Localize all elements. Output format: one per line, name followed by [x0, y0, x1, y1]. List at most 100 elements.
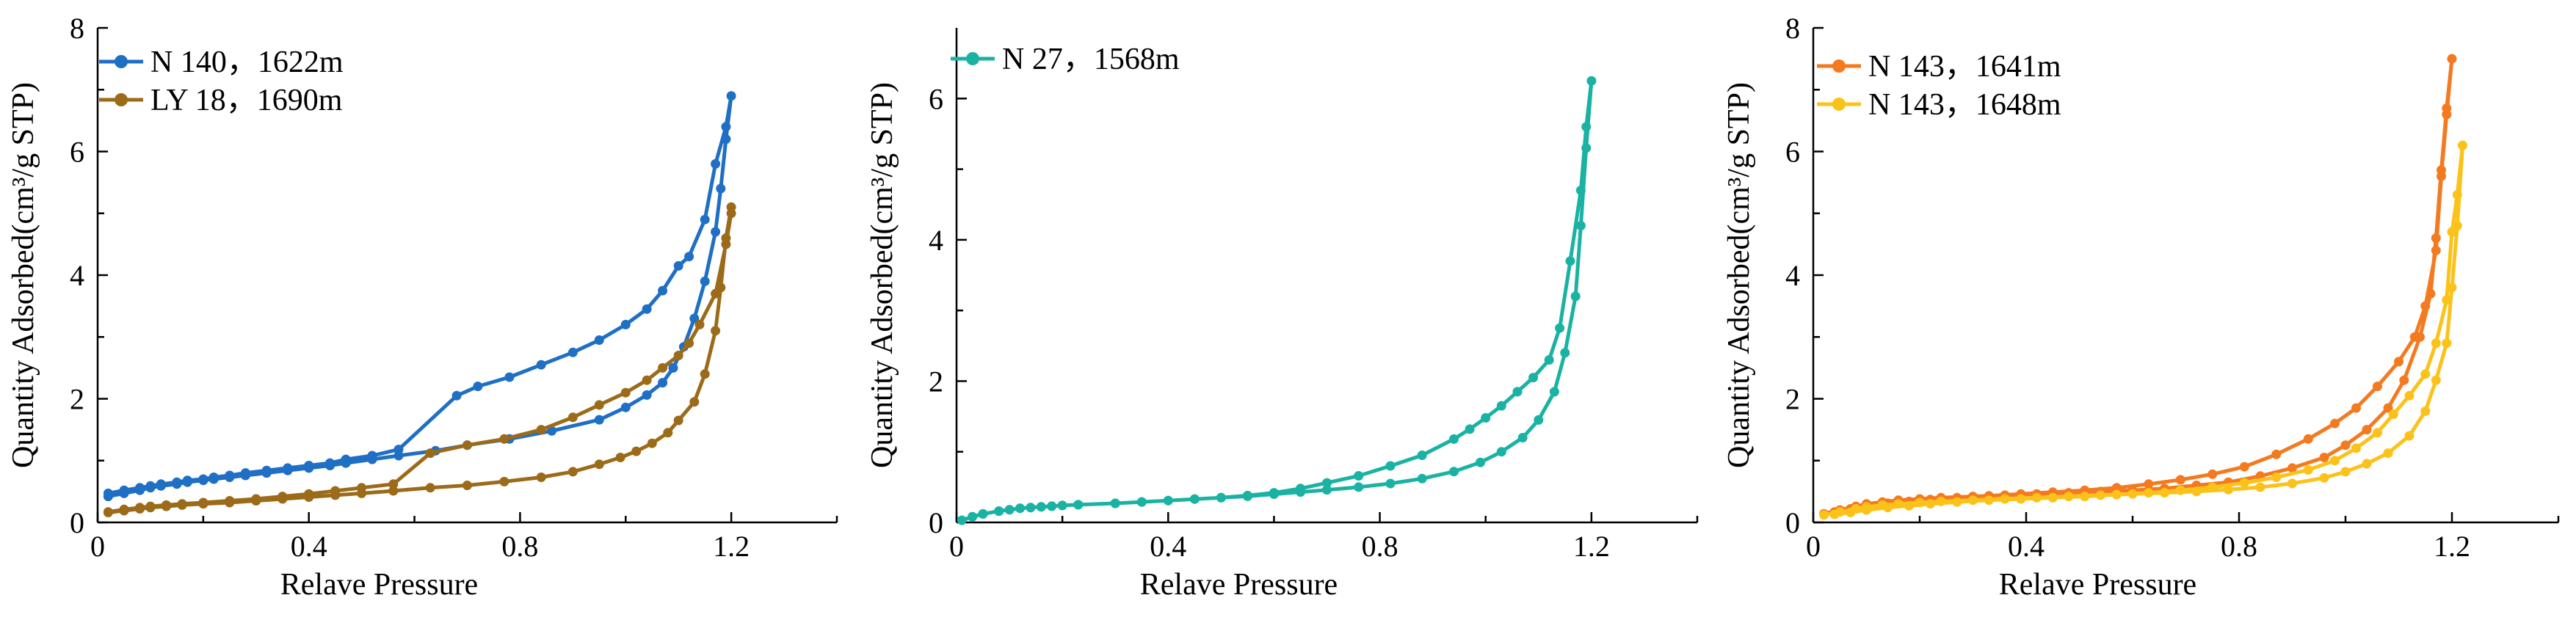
- data-point: [2303, 434, 2313, 444]
- data-point: [1846, 508, 1856, 517]
- data-point: [536, 425, 546, 435]
- data-point: [673, 415, 683, 426]
- data-point: [721, 134, 731, 145]
- data-point: [330, 486, 341, 496]
- data-point: [504, 372, 515, 382]
- legend: N 140，1622m LY 18，1690m: [99, 45, 344, 117]
- data-point: [2399, 375, 2409, 385]
- chart-panel-1: 0 0.4 0.8 1.2 0 2 4 6 8 Relave Pressure Quantity A…: [7, 12, 838, 602]
- data-point: [594, 400, 604, 410]
- data-point: [2420, 369, 2431, 379]
- data-point: [1915, 497, 1925, 508]
- data-point: [620, 387, 631, 398]
- data-point: [2207, 469, 2218, 479]
- y-tick-label: 6: [1785, 136, 1800, 169]
- data-point: [658, 378, 668, 388]
- data-point: [2394, 357, 2403, 367]
- data-point: [2064, 492, 2074, 502]
- data-point: [1073, 500, 1084, 510]
- data-point: [620, 402, 631, 412]
- x-tick-label: 1.2: [1573, 530, 1610, 563]
- x-tick-label: 0.8: [1362, 530, 1398, 563]
- data-point: [1481, 413, 1491, 423]
- data-point: [1968, 495, 1978, 506]
- y-tick-label: 2: [1785, 383, 1800, 416]
- data-point: [135, 483, 145, 493]
- data-point: [1385, 478, 1396, 489]
- data-point: [2426, 288, 2436, 299]
- data-point: [2404, 390, 2414, 401]
- data-point: [425, 448, 435, 459]
- data-point: [658, 362, 668, 373]
- data-point: [1026, 503, 1036, 513]
- data-point: [2458, 140, 2467, 150]
- data-point: [2127, 489, 2138, 499]
- data-point: [1047, 501, 1057, 511]
- y-tick-label: 4: [1785, 259, 1800, 292]
- x-tick-label: 0.8: [501, 530, 538, 563]
- data-point: [462, 440, 472, 451]
- data-point: [225, 496, 235, 506]
- data-point: [2420, 301, 2431, 311]
- data-point: [1189, 494, 1200, 504]
- data-point: [2144, 488, 2154, 498]
- data-point: [2442, 338, 2452, 349]
- data-point: [2207, 482, 2218, 492]
- data-point: [2032, 492, 2042, 503]
- data-point: [103, 507, 113, 517]
- data-point: [145, 481, 156, 491]
- data-point: [172, 477, 182, 487]
- x-tick-label: 1.2: [713, 530, 750, 563]
- data-point: [2111, 483, 2122, 493]
- chart-panel-2: 0 0.4 0.8 1.2 0 2 4 6 Relave Pressure Quantity Ad…: [866, 28, 1699, 602]
- data-point: [1476, 457, 1485, 467]
- data-point: [2239, 478, 2249, 488]
- data-point: [499, 476, 509, 486]
- data-point: [1449, 434, 1459, 444]
- data-point: [1322, 478, 1332, 488]
- y-tick-label: 4: [929, 224, 943, 257]
- data-point: [462, 481, 472, 490]
- data-point: [2000, 494, 2010, 504]
- data-point: [2096, 490, 2105, 500]
- y-tick-label: 2: [70, 383, 84, 416]
- data-point: [1534, 415, 1544, 425]
- data-point: [716, 183, 726, 194]
- x-tick-label: 0.4: [291, 530, 327, 563]
- data-point: [711, 158, 721, 169]
- data-point: [968, 511, 978, 522]
- y-tick-label: 2: [929, 365, 943, 398]
- data-point: [277, 492, 288, 502]
- data-point: [642, 390, 652, 400]
- data-point: [304, 489, 314, 499]
- data-point: [2442, 109, 2452, 120]
- data-point: [393, 445, 404, 455]
- data-point: [198, 497, 208, 508]
- data-point: [283, 463, 293, 473]
- data-point: [1354, 482, 1364, 492]
- data-point: [103, 488, 113, 498]
- data-point: [2080, 492, 2090, 502]
- data-point: [251, 494, 261, 504]
- data-point: [2383, 403, 2393, 413]
- data-point: [2447, 227, 2457, 237]
- data-point: [177, 499, 187, 509]
- series-1: [957, 76, 1597, 525]
- legend-swatch-marker: [1832, 98, 1846, 111]
- data-point: [367, 451, 377, 461]
- data-point: [1004, 505, 1015, 515]
- data-point: [2362, 459, 2372, 469]
- y-axis-title: Quantity Adsorbed(cm³/g STP): [1722, 82, 1756, 468]
- data-point: [2303, 464, 2313, 475]
- data-point: [1581, 143, 1592, 153]
- data-point: [2452, 221, 2462, 231]
- data-point: [2224, 484, 2233, 495]
- data-point: [156, 479, 166, 489]
- series-1: [103, 91, 736, 502]
- data-point: [631, 446, 642, 456]
- data-point: [2388, 409, 2398, 420]
- data-point: [2431, 245, 2441, 255]
- data-point: [2319, 453, 2329, 462]
